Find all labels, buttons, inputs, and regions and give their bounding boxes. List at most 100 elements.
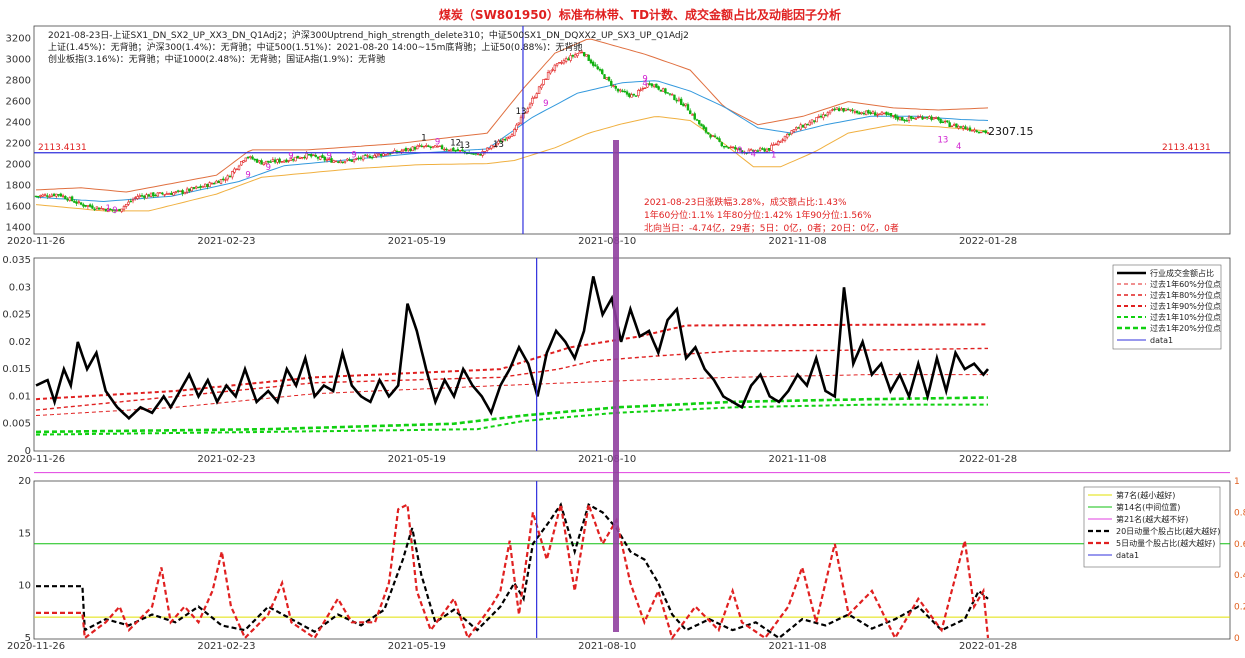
candle-body bbox=[253, 158, 257, 161]
candle-body bbox=[479, 154, 482, 156]
x-tick-label: 2021-05-19 bbox=[388, 641, 446, 652]
mid-band-line bbox=[35, 80, 989, 203]
candle-body bbox=[249, 156, 252, 158]
candle-body bbox=[163, 194, 166, 196]
candle-body bbox=[122, 205, 126, 210]
candle-body bbox=[907, 116, 911, 121]
candle-body bbox=[352, 159, 356, 162]
candle-body bbox=[959, 126, 963, 128]
candle-body bbox=[781, 139, 784, 141]
candle-body bbox=[289, 158, 293, 162]
candle-body bbox=[689, 110, 692, 115]
candle-body bbox=[727, 147, 730, 149]
candle-body bbox=[955, 123, 958, 128]
td-count-label: 13 bbox=[937, 136, 948, 146]
candle-body bbox=[641, 87, 645, 90]
candle-body bbox=[555, 63, 559, 66]
x-tick-label: 2022-01-28 bbox=[959, 641, 1017, 652]
x-tick-label: 2021-02-23 bbox=[197, 236, 255, 247]
candle-body bbox=[194, 186, 198, 189]
candle-body bbox=[720, 142, 724, 147]
candle-body bbox=[190, 187, 193, 192]
candle-body bbox=[790, 130, 793, 135]
candle-body bbox=[569, 55, 572, 61]
candle-body bbox=[758, 147, 762, 151]
candle-body bbox=[912, 117, 915, 120]
candle-body bbox=[659, 89, 663, 92]
candle-body bbox=[968, 127, 972, 131]
series-line-4 bbox=[36, 403, 988, 436]
candle-body bbox=[34, 195, 38, 198]
candle-body bbox=[91, 205, 94, 209]
candle-body bbox=[181, 190, 184, 194]
candle-body bbox=[648, 83, 651, 85]
candle-body bbox=[905, 120, 908, 122]
y-tick-label: 2200 bbox=[6, 139, 31, 150]
candle-body bbox=[258, 160, 261, 163]
candle-body bbox=[296, 155, 299, 159]
candle-body bbox=[197, 186, 200, 189]
candle-body bbox=[445, 148, 448, 151]
candle-body bbox=[546, 72, 550, 80]
series-line-5 bbox=[36, 396, 989, 434]
candle-body bbox=[233, 168, 236, 173]
candle-body bbox=[145, 194, 148, 199]
candle-body bbox=[237, 165, 241, 170]
candle-body bbox=[337, 161, 340, 163]
candle-body bbox=[476, 153, 480, 155]
candle-body bbox=[382, 153, 385, 157]
candle-body bbox=[677, 98, 681, 101]
candle-body bbox=[646, 83, 649, 88]
candle-body bbox=[41, 194, 44, 197]
candle-body bbox=[632, 93, 636, 96]
candle-body bbox=[203, 183, 207, 188]
candle-body bbox=[693, 113, 696, 120]
candle-body bbox=[871, 111, 875, 115]
candle-body bbox=[149, 192, 153, 197]
candle-body bbox=[355, 158, 358, 160]
candle-body bbox=[161, 192, 164, 195]
candle-body bbox=[869, 112, 872, 115]
y-tick-label: 2000 bbox=[6, 160, 31, 171]
candle-body bbox=[413, 146, 417, 150]
info-line-3: 创业板指(3.16%)：无背驰；中证1000(2.48%)：无背驰；国证A指(1… bbox=[48, 53, 385, 65]
candle-body bbox=[70, 196, 74, 201]
candle-body bbox=[519, 116, 523, 124]
legend2-item-5: 过去1年20%分位点 bbox=[1150, 323, 1221, 333]
candle-body bbox=[639, 89, 642, 91]
y-tick-label: 2600 bbox=[6, 97, 31, 108]
info-line-1: 2021-08-23日-上证SX1_DN_SX2_UP_XX3_DN_Q1Adj… bbox=[48, 29, 689, 41]
candle-body bbox=[767, 147, 771, 151]
candle-body bbox=[610, 80, 613, 86]
candle-body bbox=[650, 83, 654, 87]
candle-body bbox=[943, 120, 947, 123]
candle-body bbox=[524, 112, 527, 114]
stat-line-3: 北向当日：-4.74亿，29者；5日：0亿，0者；20日：0亿，0者 bbox=[644, 222, 899, 234]
candle-body bbox=[874, 112, 877, 116]
candle-body bbox=[894, 114, 897, 119]
hline-label-left: 2113.4131 bbox=[38, 143, 87, 153]
candle-body bbox=[75, 201, 78, 204]
td-count-label: 12 bbox=[450, 139, 461, 149]
candle-body bbox=[788, 133, 791, 135]
candle-body bbox=[828, 110, 832, 114]
candle-body bbox=[495, 143, 498, 146]
candle-body bbox=[368, 155, 372, 159]
candle-body bbox=[799, 124, 802, 130]
candle-body bbox=[553, 64, 557, 71]
candle-body bbox=[39, 195, 42, 197]
candle-body bbox=[763, 148, 766, 152]
candle-body bbox=[815, 117, 818, 123]
legend-turnover: 行业成交金额占比 过去1年60%分位点 过去1年80%分位点 过去1年90%分位… bbox=[1112, 264, 1222, 350]
candle-body bbox=[312, 154, 315, 156]
candle-body bbox=[165, 193, 169, 195]
candle-body bbox=[655, 83, 658, 88]
candle-body bbox=[725, 145, 728, 148]
candle-body bbox=[287, 160, 290, 162]
candle-body bbox=[862, 112, 866, 115]
legend3-item-3: 20日动量个股占比(越大越好) bbox=[1116, 526, 1220, 536]
candle-body bbox=[179, 190, 182, 193]
candle-body bbox=[542, 79, 545, 85]
x-tick-label: 2021-11-08 bbox=[769, 641, 827, 652]
